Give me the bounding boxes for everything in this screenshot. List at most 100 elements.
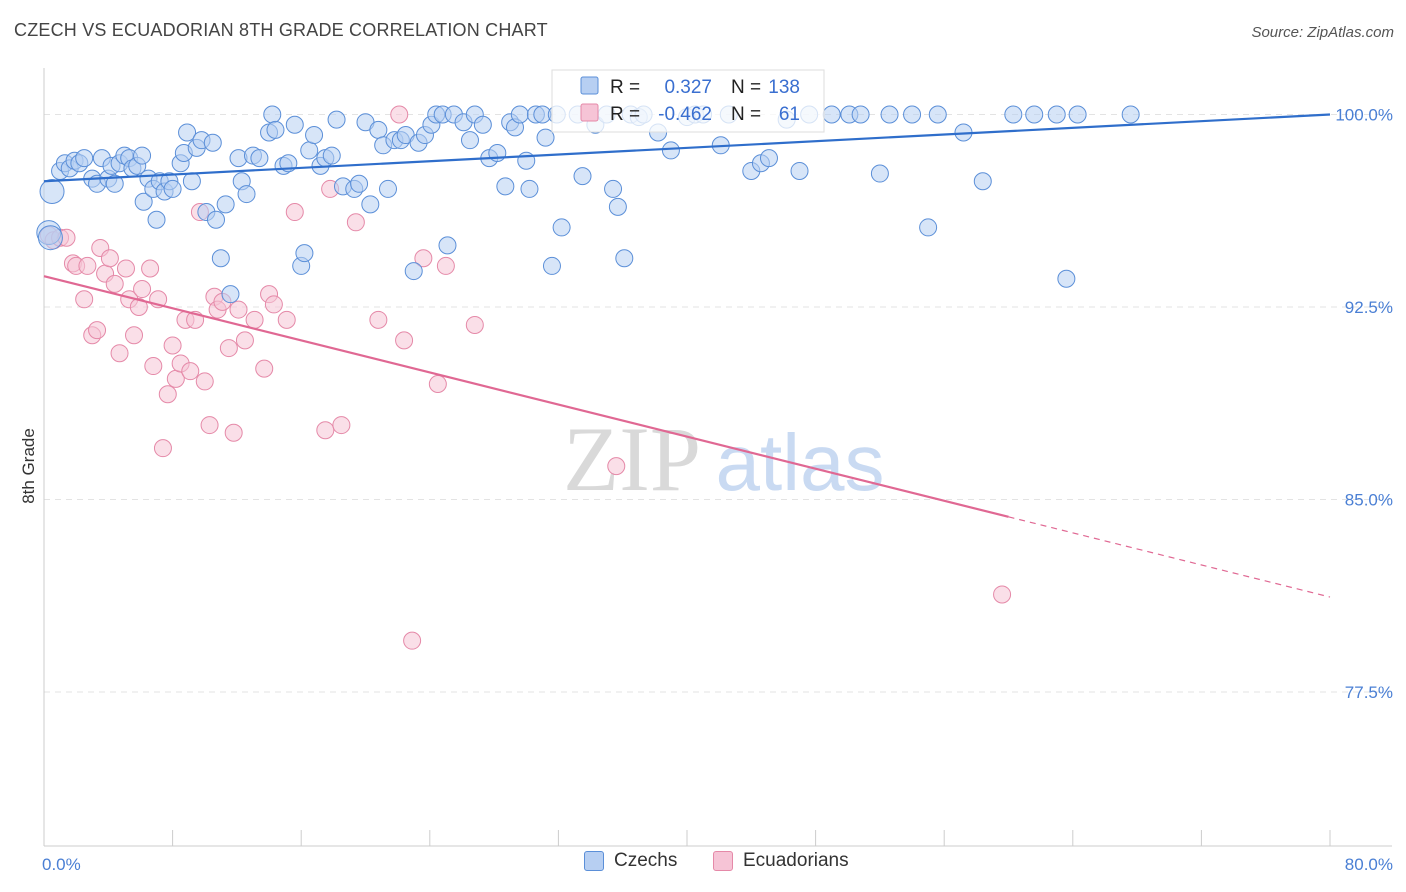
ecuador-point <box>105 274 124 293</box>
ecuador-point <box>993 585 1012 604</box>
ecuador-point <box>133 280 152 299</box>
czech-r-label: R = <box>610 77 640 98</box>
ecuador-point <box>436 256 455 275</box>
czech-point <box>211 249 230 268</box>
ecuador-n-label: N = <box>731 104 761 125</box>
czech-point <box>460 131 479 150</box>
ecuador-point <box>200 416 219 435</box>
czech-point <box>300 141 319 160</box>
czech-point <box>163 179 182 198</box>
czech-point <box>147 210 166 229</box>
y-axis-title: 8th Grade <box>19 428 38 504</box>
czech-point <box>182 172 201 191</box>
czech-point <box>496 177 515 196</box>
ecuador-point <box>100 249 119 268</box>
czech-points <box>36 105 1140 304</box>
ecuador-point <box>153 439 172 458</box>
ecuador-point <box>395 331 414 350</box>
czech-point <box>510 105 529 124</box>
ecuador-point <box>235 331 254 350</box>
ecuador-point <box>264 295 283 314</box>
ecuador-point <box>144 357 163 376</box>
czech-point <box>661 141 680 160</box>
legend-item-czechs: Czechs <box>584 850 677 872</box>
czech-point <box>604 179 623 198</box>
watermark: ZIP atlas <box>563 408 884 510</box>
czech-point <box>615 249 634 268</box>
stats-legend: R = 0.327 N = 138 R = -0.462 N = 61 <box>551 69 825 133</box>
ecuador-point <box>428 375 447 393</box>
czech-point <box>919 218 938 237</box>
czech-point <box>266 120 285 139</box>
ecuador-point <box>88 321 107 340</box>
ecuador-point <box>78 256 97 275</box>
czech-point <box>1121 105 1140 124</box>
czech-point <box>237 185 256 204</box>
y-tick-label-3: 77.5% <box>1345 683 1393 702</box>
ecuador-point <box>110 344 129 363</box>
ecuador-point <box>607 457 626 476</box>
czech-n-value: 138 <box>768 77 800 98</box>
czech-point <box>1057 269 1076 288</box>
czech-point <box>880 105 899 124</box>
ecuador-point <box>158 385 177 404</box>
legend-swatch-czechs <box>584 851 604 871</box>
ecuador-point <box>277 310 296 329</box>
czech-point <box>216 195 235 214</box>
ecuador-point <box>224 423 243 442</box>
ecuador-point <box>316 421 335 440</box>
ecuador-point <box>245 310 264 329</box>
czech-point <box>928 105 947 124</box>
ecuador-point <box>219 339 238 358</box>
czech-point <box>327 110 346 129</box>
x-tick-labels: 0.0% 80.0% <box>42 855 1393 874</box>
czech-r-value: 0.327 <box>664 77 712 98</box>
ecuador-point <box>195 372 214 391</box>
y-tick-label-1: 92.5% <box>1345 298 1393 317</box>
czech-point <box>573 167 592 186</box>
y-tick-labels: 100.0% 92.5% 85.0% 77.5% <box>1335 106 1393 703</box>
ecuador-point <box>390 105 409 124</box>
czech-point <box>851 105 870 124</box>
czech-point <box>404 262 423 281</box>
czech-point <box>1025 105 1044 124</box>
czech-point <box>973 172 992 191</box>
czech-point <box>250 149 269 168</box>
czech-point <box>361 195 380 214</box>
czech-trend-line <box>43 113 1331 183</box>
czech-point <box>369 120 388 139</box>
czech-point <box>207 210 226 229</box>
ecuador-point <box>75 290 94 309</box>
ecuador-point <box>465 315 484 334</box>
czech-point <box>203 133 222 152</box>
ecuador-n-value: 61 <box>779 104 800 125</box>
legend-label-czechs: Czechs <box>614 850 678 871</box>
chart-source: Source: ZipAtlas.com <box>1251 24 1394 41</box>
czech-point <box>473 115 492 134</box>
czech-point <box>37 225 63 251</box>
czech-point <box>39 179 65 204</box>
watermark-zip: ZIP <box>563 408 701 510</box>
czech-point <box>903 105 922 124</box>
czech-n-label: N = <box>731 77 761 98</box>
ecuador-point <box>129 298 148 316</box>
x-tick-label-0: 0.0% <box>42 855 81 874</box>
ecuador-trend-extension <box>1008 516 1331 598</box>
czech-point <box>75 149 94 168</box>
czech-point <box>536 128 555 147</box>
czech-point <box>1068 105 1087 124</box>
ecuador-point <box>369 310 388 329</box>
czech-point <box>542 256 561 275</box>
watermark-atlas: atlas <box>716 418 885 507</box>
czech-point <box>263 105 282 124</box>
czech-stat-swatch <box>580 76 599 95</box>
czech-point <box>178 123 197 142</box>
czech-point <box>105 174 124 193</box>
czech-point <box>295 244 314 263</box>
x-tick-label-1: 80.0% <box>1345 855 1393 874</box>
czech-point <box>438 236 457 255</box>
czech-point <box>133 146 152 165</box>
ecuador-point <box>414 249 433 268</box>
ecuador-point <box>285 203 304 222</box>
